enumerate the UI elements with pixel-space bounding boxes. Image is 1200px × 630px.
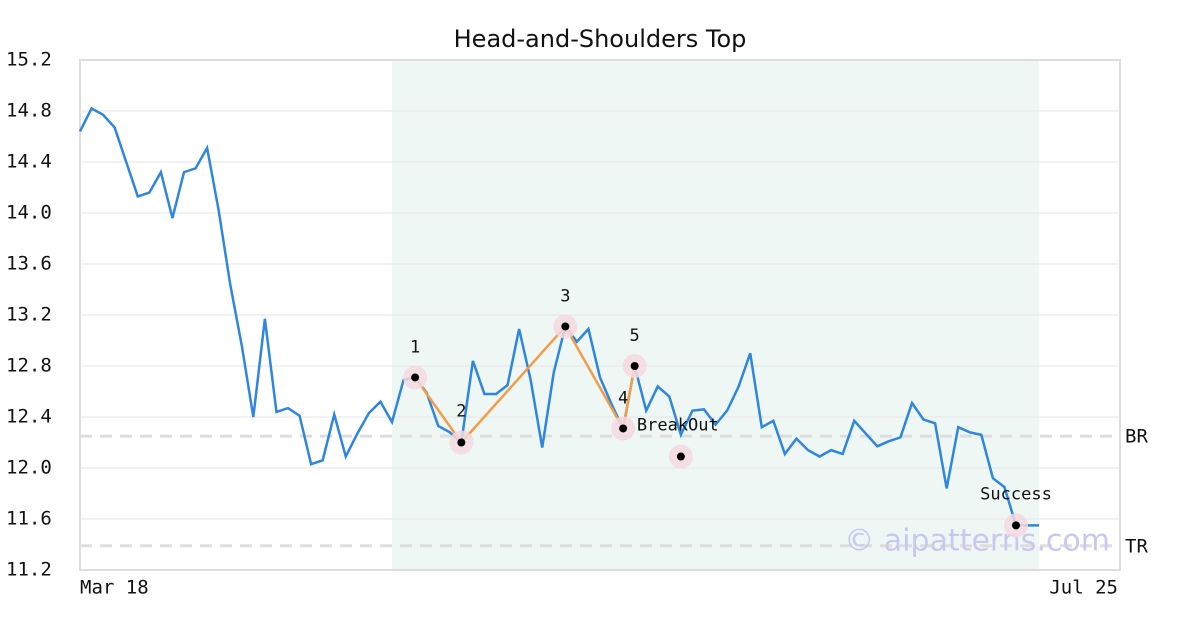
price-line — [78, 106, 1040, 527]
y-tick-label: 12.0 — [6, 457, 52, 479]
y-tick-label: 11.2 — [6, 559, 52, 581]
y-tick-label: 14.8 — [6, 100, 52, 122]
x-tick-label: Mar 18 — [80, 577, 149, 599]
point-label: 4 — [618, 388, 628, 408]
level-label: BR — [1125, 426, 1148, 448]
point — [561, 322, 570, 331]
point — [630, 362, 639, 370]
signal-label: BreakOut — [637, 416, 719, 436]
y-tick-label: 12.4 — [6, 406, 52, 428]
watermark: © aipatterns.com — [844, 524, 1110, 559]
point-label: 5 — [630, 326, 640, 346]
point — [676, 452, 685, 461]
point-label: 2 — [456, 402, 466, 422]
y-tick-label: 14.0 — [6, 202, 52, 224]
point — [619, 424, 628, 433]
y-tick-label: 11.6 — [6, 508, 52, 530]
y-tick-label: 12.8 — [6, 355, 52, 377]
y-tick-label: 14.4 — [6, 151, 52, 173]
point — [1012, 521, 1020, 530]
level-label: TR — [1125, 535, 1148, 557]
chart-title: Head-and-Shoulders Top — [454, 25, 747, 53]
plot-frame — [79, 59, 1121, 571]
x-tick-label: Jul 25 — [1049, 577, 1118, 599]
y-tick-label: 13.2 — [6, 304, 52, 326]
y-tick-label: 13.6 — [6, 253, 52, 275]
point-label: 1 — [410, 337, 420, 357]
point-label: 3 — [560, 286, 570, 306]
signal-label: Success — [980, 484, 1052, 504]
point — [411, 373, 420, 382]
y-tick-label: 15.2 — [6, 49, 52, 71]
point — [457, 438, 466, 447]
